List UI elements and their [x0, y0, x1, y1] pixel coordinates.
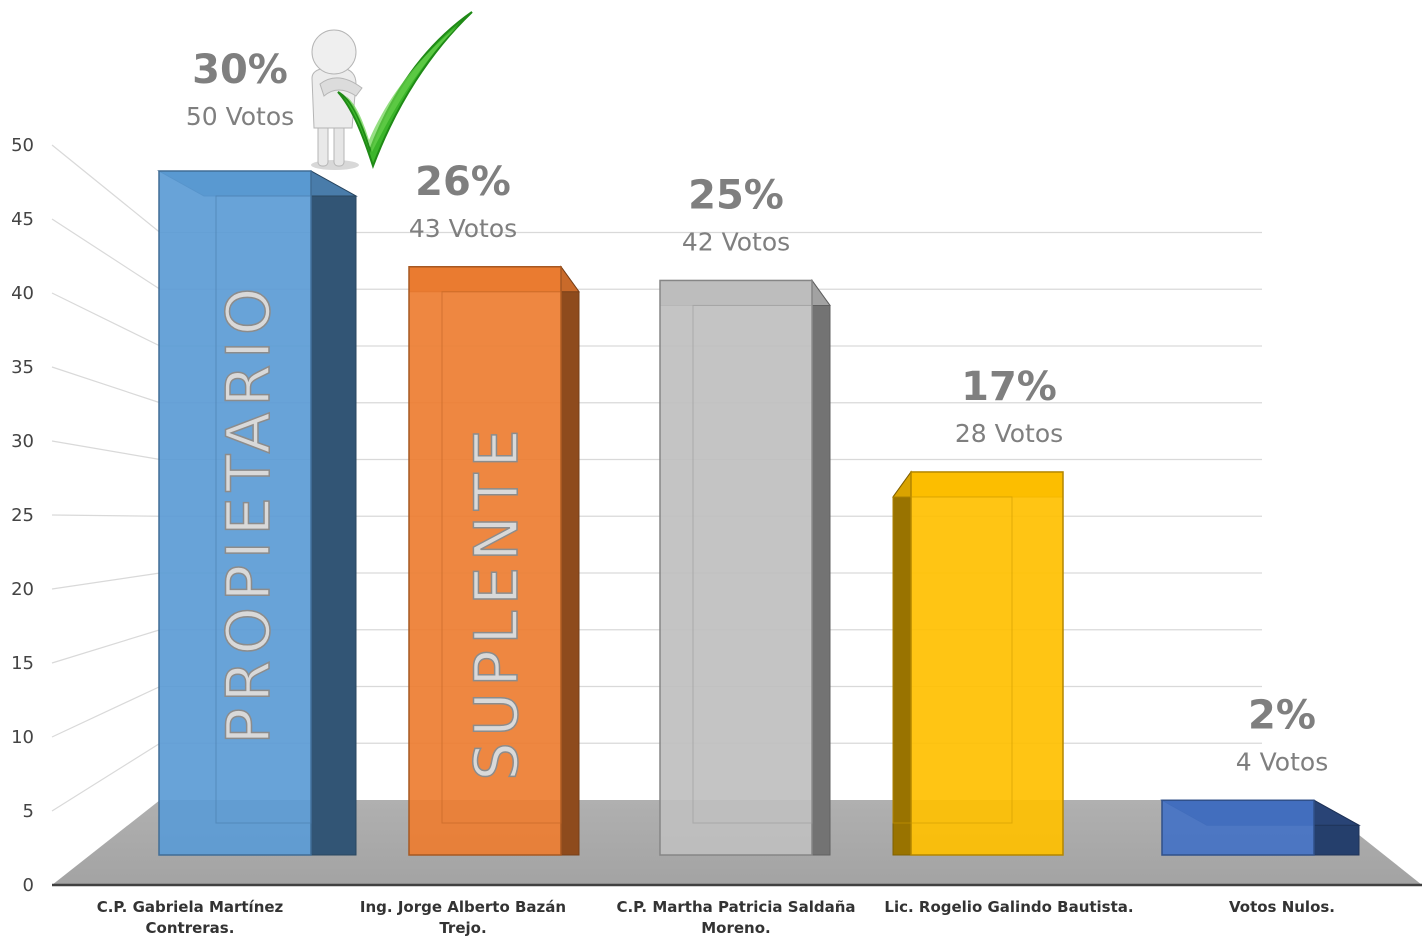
- bar-5: [1160, 799, 1361, 856]
- bar-vertical-label: PROPIETARIO: [214, 282, 284, 745]
- percent-label: 25%: [688, 172, 784, 218]
- y-tick-label: 40: [11, 283, 34, 304]
- bar-front-face: [1161, 799, 1315, 856]
- y-tick-label: 10: [11, 727, 34, 748]
- side-gridline: [51, 292, 161, 347]
- bar-side-face: [310, 170, 357, 856]
- bar-front-face: [910, 471, 1064, 856]
- y-tick-label: 50: [11, 135, 34, 156]
- bar-2: SUPLENTE: [408, 265, 580, 856]
- votes-label: 50 Votos: [186, 102, 294, 131]
- bar-inner-edge: [215, 195, 312, 824]
- data-labels: 30% 50 Votos 26% 43 Votos 25% 42 Votos 17% 28 V…: [186, 47, 1328, 776]
- percent-label: 26%: [415, 159, 511, 205]
- x-category-label: Trejo.: [439, 919, 486, 937]
- votes-label: 43 Votos: [409, 214, 517, 243]
- bar-front-face: [659, 279, 813, 856]
- bars: PROPIETARIO SUPLENTE: [157, 170, 1361, 856]
- person-figure-icon: [311, 29, 363, 170]
- bar-4: [892, 470, 1064, 856]
- y-tick-label: 15: [11, 653, 34, 674]
- bar-inner-edge: [441, 291, 562, 824]
- votes-label: 42 Votos: [682, 227, 790, 256]
- category-labels: C.P. Gabriela Martínez Contreras. Ing. Jor…: [97, 898, 1335, 937]
- x-category-label: Lic. Rogelio Galindo Bautista.: [884, 898, 1133, 916]
- side-gridline: [51, 366, 161, 404]
- y-axis-ticks: 0 5 10 15 20 25 30 35 40 45 50: [11, 135, 34, 896]
- percent-label: 17%: [961, 364, 1057, 410]
- y-tick-label: 30: [11, 431, 34, 452]
- side-gridline: [51, 572, 161, 590]
- bar-vertical-label: SUPLENTE: [462, 424, 532, 781]
- bar-side-face: [811, 278, 831, 856]
- y-tick-label: 5: [23, 801, 34, 822]
- side-gridline: [51, 218, 161, 290]
- bar-front-face: [158, 170, 312, 856]
- x-category-label: C.P. Gabriela Martínez: [97, 898, 284, 916]
- x-category-label: Ing. Jorge Alberto Bazán: [360, 898, 566, 916]
- percent-label: 2%: [1248, 692, 1316, 738]
- chart-side-wall: [51, 144, 161, 812]
- bar-inner-edge: [692, 304, 813, 824]
- bar-1: PROPIETARIO: [157, 170, 358, 856]
- bar-side-face: [560, 265, 580, 856]
- bar-front-face: [408, 266, 562, 856]
- side-gridline: [51, 685, 161, 738]
- votes-label: 4 Votos: [1236, 747, 1328, 776]
- side-gridline: [51, 514, 161, 517]
- green-checkmark-icon: [337, 11, 473, 170]
- side-gridline: [51, 144, 161, 233]
- side-gridline: [51, 440, 161, 461]
- bar-side-face: [892, 470, 912, 856]
- y-tick-label: 35: [11, 357, 34, 378]
- side-gridline: [51, 742, 161, 812]
- y-tick-label: 20: [11, 579, 34, 600]
- votes-label: 28 Votos: [955, 419, 1063, 448]
- y-tick-label: 0: [23, 875, 34, 896]
- percent-label: 30%: [192, 47, 288, 93]
- side-gridline: [51, 629, 161, 664]
- x-category-label: Contreras.: [146, 919, 235, 937]
- x-category-label: Moreno.: [701, 919, 771, 937]
- x-category-label: Votos Nulos.: [1229, 898, 1335, 916]
- bar-inner-edge: [892, 496, 1013, 824]
- x-category-label: C.P. Martha Patricia Saldaña: [616, 898, 855, 916]
- y-tick-label: 25: [11, 505, 34, 526]
- bar-3: [659, 278, 831, 856]
- y-tick-label: 45: [11, 209, 34, 230]
